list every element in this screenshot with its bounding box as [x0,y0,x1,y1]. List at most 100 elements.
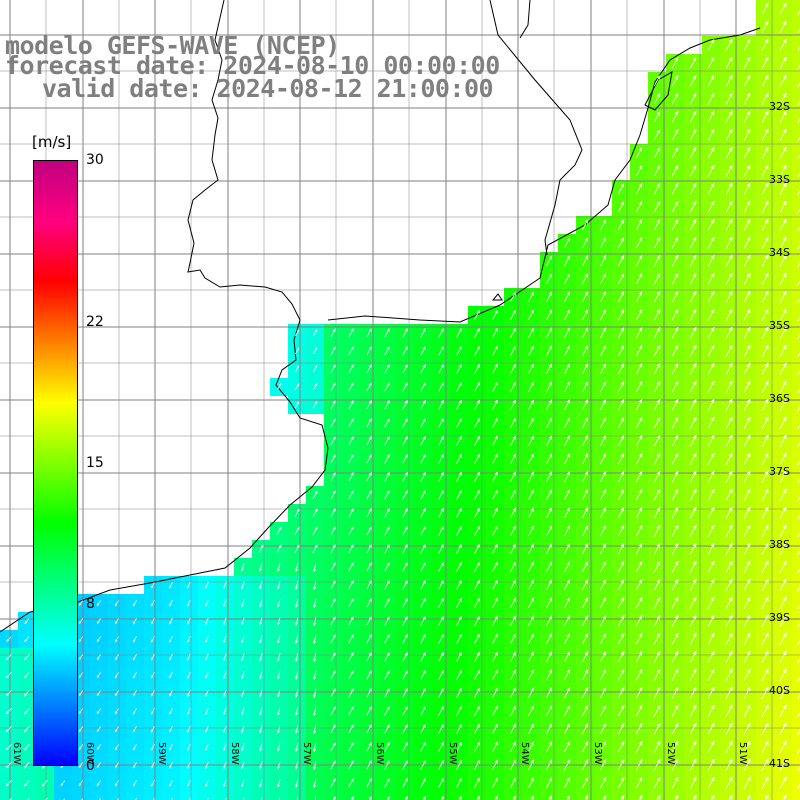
wind-arrow [797,64,800,69]
wind-arrow [779,362,787,375]
wind-speed-cell [144,792,162,800]
wind-arrow [456,687,462,698]
longitude-label: 57W [301,742,312,765]
wind-arrow [151,654,155,661]
wind-arrow [743,614,751,627]
wind-arrow [330,400,336,410]
wind-arrow [689,344,697,357]
wind-arrow [151,690,155,697]
wind-arrow [653,326,661,339]
wind-arrow [581,561,589,573]
wind-arrow [617,417,625,429]
wind-arrow [761,362,769,375]
wind-arrow [725,722,733,735]
wind-arrow [635,488,643,501]
wind-arrow [707,452,715,465]
wind-arrow [707,686,715,699]
wind-arrow [779,272,787,285]
wind-arrow [474,381,480,392]
wind-arrow [797,334,800,339]
wind-arrow [313,706,317,717]
wind-arrow [743,218,751,231]
wind-arrow [135,798,137,800]
wind-arrow [761,344,769,357]
wind-arrow [348,454,354,464]
wind-speed-cell [594,792,612,800]
wind-arrow [6,636,12,642]
wind-speed-cell [792,450,800,468]
wind-arrow [366,741,372,752]
wind-arrow [779,2,787,15]
wind-arrow [653,218,661,231]
wind-arrow [546,291,552,302]
wind-arrow [635,650,643,663]
longitude-label: 58W [229,742,240,765]
wind-arrow [761,182,769,195]
wind-arrow [5,744,12,751]
wind-arrow [743,254,751,267]
wind-speed-cell [792,342,800,360]
wind-arrow [779,524,787,537]
wind-arrow [96,618,101,625]
wind-arrow [617,201,625,213]
wind-arrow [384,489,390,500]
wind-arrow [510,381,516,392]
wind-arrow [402,633,408,644]
wind-arrow [689,164,697,177]
wind-arrow [617,183,625,195]
wind-arrow [725,308,733,321]
wind-arrow [23,653,30,661]
wind-speed-cell [792,108,800,126]
wind-arrow [133,744,137,751]
wind-arrow [564,579,571,591]
wind-arrow [689,560,697,573]
wind-arrow [510,345,516,356]
wind-arrow [474,615,480,626]
wind-arrow [725,398,733,411]
wind-arrow [564,345,571,357]
wind-arrow [133,618,137,625]
wind-arrow [277,635,281,644]
wind-speed-cell [792,360,800,378]
wind-arrow [617,650,625,663]
wind-arrow [223,725,227,734]
wind-arrow [582,363,589,375]
wind-arrow [384,705,390,716]
wind-arrow [295,562,299,573]
wind-arrow [599,417,607,429]
wind-speed-cell [792,666,800,684]
wind-arrow [510,705,516,716]
wind-arrow [313,580,317,591]
wind-arrow [761,596,769,609]
wind-arrow [761,272,769,285]
wind-speed-cell [738,792,756,800]
wind-arrow [725,506,733,519]
wind-arrow [169,761,173,769]
wind-arrow [617,776,625,789]
wind-arrow [438,579,444,590]
wind-arrow [438,705,444,716]
wind-arrow [492,417,498,428]
wind-arrow [725,686,733,699]
wind-arrow [384,453,390,464]
wind-arrow [779,704,787,718]
wind-arrow [492,327,498,338]
wind-arrow [474,597,480,608]
wind-arrow [259,689,263,698]
wind-speed-cell [180,792,198,800]
wind-arrow [474,669,480,680]
wind-arrow [707,524,715,537]
wind-arrow [151,726,155,733]
wind-arrow [5,762,12,769]
wind-arrow [582,471,589,483]
wind-arrow [474,777,480,788]
wind-arrow [743,110,751,123]
wind-arrow [420,381,426,392]
wind-arrow [474,651,480,662]
wind-arrow [635,380,643,393]
wind-arrow [456,381,462,392]
wind-arrow [114,672,119,679]
wind-arrow [599,399,607,411]
wind-speed-cell [792,486,800,504]
